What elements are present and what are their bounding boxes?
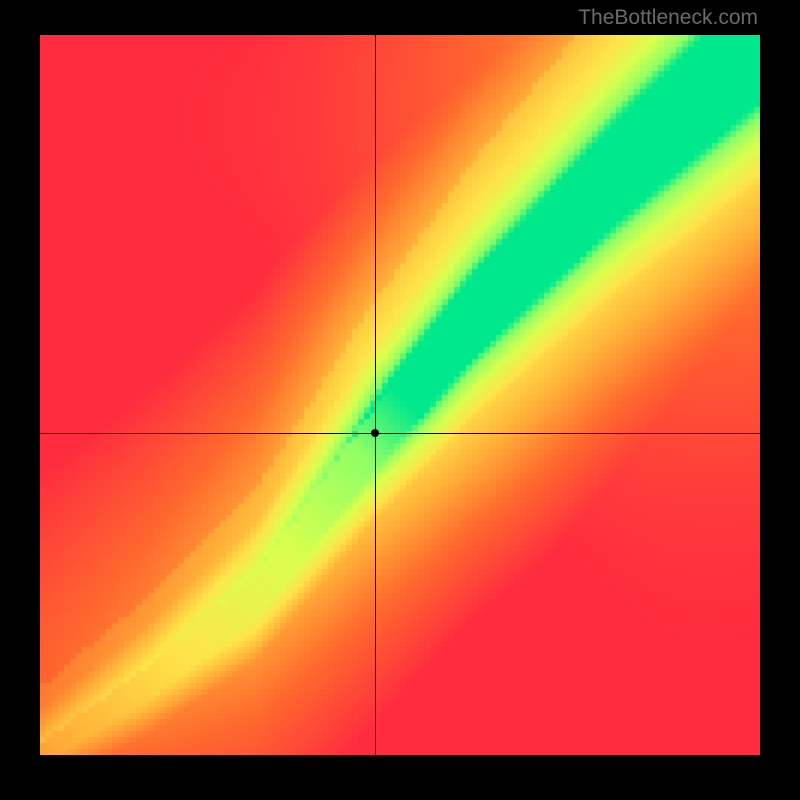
- chart-container: TheBottleneck.com: [0, 0, 800, 800]
- watermark-text: TheBottleneck.com: [578, 6, 758, 30]
- crosshair-horizontal: [40, 433, 760, 434]
- crosshair-vertical: [375, 35, 376, 755]
- marker-dot: [371, 429, 379, 437]
- heatmap-plot: [40, 35, 760, 755]
- heatmap-canvas: [40, 35, 760, 755]
